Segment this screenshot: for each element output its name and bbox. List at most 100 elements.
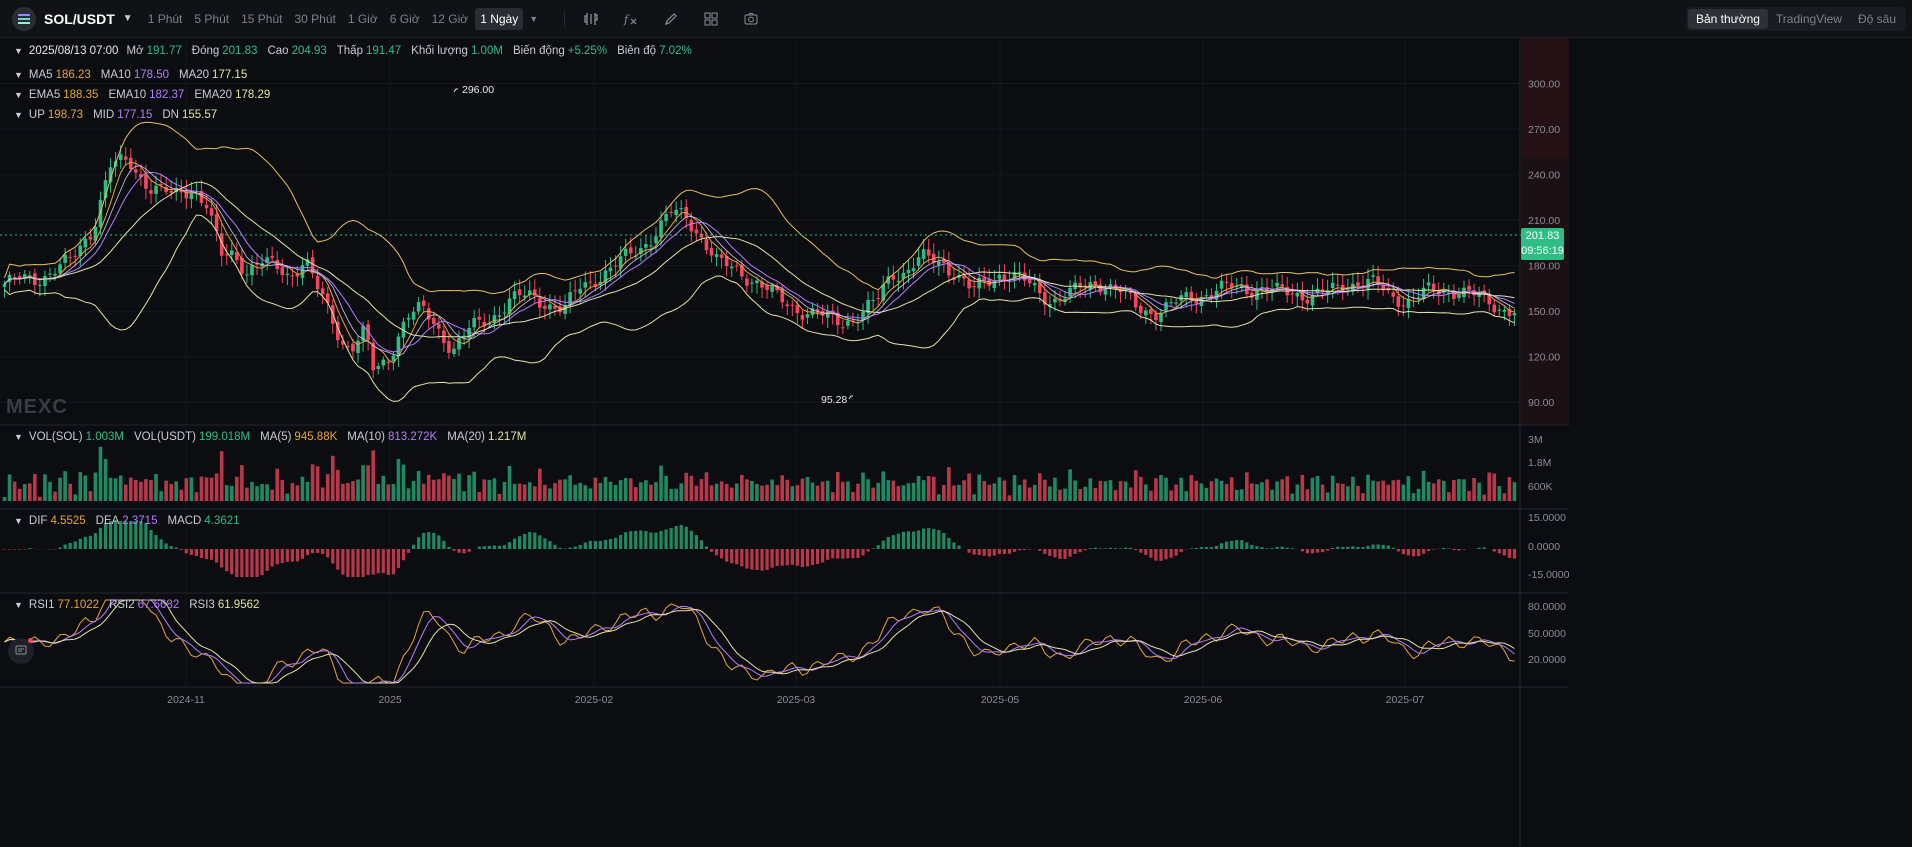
- trading-pair[interactable]: SOL/USDT: [44, 10, 115, 27]
- collapse-icon[interactable]: ▼: [14, 110, 23, 120]
- interval-dropdown-icon[interactable]: ▼: [529, 13, 539, 24]
- macd-bar: [1305, 549, 1310, 554]
- volume-bar: [810, 482, 815, 501]
- last-price-tag: 201.83 09:56:19: [1521, 228, 1564, 260]
- layout-grid-icon[interactable]: [702, 10, 720, 28]
- pencil-icon[interactable]: [662, 10, 680, 28]
- candle-body: [1224, 281, 1229, 283]
- interval-12h[interactable]: 12 Giờ: [431, 11, 469, 26]
- dif-label: DIF: [28, 515, 48, 527]
- volume-bar: [987, 484, 992, 501]
- macd-bar: [1179, 549, 1183, 553]
- collapse-icon[interactable]: ▼: [14, 90, 23, 100]
- volume-bar: [871, 487, 875, 501]
- volume-bar: [204, 477, 209, 501]
- view-tradingview-button[interactable]: TradingView: [1775, 12, 1842, 26]
- macd-bar: [629, 531, 633, 549]
- volume-bar: [310, 464, 315, 501]
- candle-body: [639, 247, 643, 255]
- macd-bar: [406, 549, 411, 553]
- mexc-watermark: MEXC: [6, 396, 68, 418]
- collapse-icon[interactable]: ▼: [14, 516, 23, 526]
- ema-line: [4, 165, 1515, 357]
- formula-icon[interactable]: f: [622, 10, 640, 28]
- candle-body: [800, 315, 805, 320]
- interval-30m[interactable]: 30 Phút: [294, 11, 336, 26]
- volume-bar: [229, 485, 234, 501]
- macd-bar: [1371, 544, 1375, 549]
- volume-bar: [442, 473, 446, 501]
- vol-ma5-value: 945.88K: [294, 431, 338, 443]
- view-depth-button[interactable]: Độ sâu: [1857, 12, 1896, 26]
- volume-bar: [502, 481, 507, 501]
- interval-5m[interactable]: 5 Phút: [194, 11, 230, 26]
- macd-bar: [13, 549, 17, 550]
- interval-6h[interactable]: 6 Giờ: [389, 11, 420, 26]
- macd-bar: [432, 532, 436, 549]
- camera-icon[interactable]: [742, 10, 760, 28]
- macd-bar: [1204, 546, 1209, 549]
- candle-body: [1017, 271, 1022, 274]
- volume-bar: [492, 478, 497, 501]
- macd-bar: [119, 521, 123, 549]
- candle-body: [1204, 295, 1209, 297]
- price-chart-canvas[interactable]: 300.00 270.00 240.00 210.00 180.00 150.00 120.…: [0, 38, 1912, 847]
- vol-sol-value: 1.003M: [85, 431, 124, 443]
- macd-bar: [679, 524, 683, 549]
- volume-bar: [270, 489, 274, 501]
- macd-bar: [68, 542, 72, 549]
- candle-body: [962, 275, 966, 279]
- candle-body: [613, 265, 618, 267]
- chat-button[interactable]: [8, 638, 34, 664]
- interval-15m[interactable]: 15 Phút: [241, 11, 283, 26]
- macd-bar: [199, 549, 204, 558]
- interval-1m[interactable]: 1 Phút: [147, 11, 183, 26]
- candle-body: [1406, 298, 1411, 308]
- view-basic-button[interactable]: Bản thường: [1687, 9, 1768, 29]
- volume-bar: [48, 481, 52, 501]
- collapse-icon[interactable]: ▼: [14, 600, 23, 610]
- candle-body: [1260, 287, 1264, 289]
- volume-bar: [1411, 493, 1416, 501]
- macd-bar: [583, 542, 587, 549]
- macd-bar: [740, 549, 744, 567]
- macd-bar: [184, 549, 188, 554]
- macd-bar: [1421, 549, 1426, 554]
- macd-bar: [1427, 549, 1431, 551]
- indicator-icon[interactable]: [582, 10, 600, 28]
- volume-bar: [659, 465, 663, 501]
- candle-body: [997, 274, 1002, 279]
- macd-bar: [836, 549, 840, 559]
- volume-bar: [1371, 480, 1375, 501]
- macd-bar: [270, 549, 274, 567]
- macd-bar: [341, 549, 345, 575]
- interval-1d[interactable]: 1 Ngày: [475, 7, 524, 30]
- volume-bar: [719, 481, 724, 501]
- pair-dropdown-icon[interactable]: ▼: [122, 13, 133, 24]
- volume-bar: [785, 479, 790, 501]
- candle-body: [936, 261, 941, 266]
- macd-bar: [245, 549, 249, 577]
- macd-bar: [634, 530, 638, 549]
- volume-bar: [957, 484, 961, 501]
- collapse-icon[interactable]: ▼: [14, 70, 23, 80]
- volume-bar: [689, 475, 694, 501]
- macd-bar: [220, 549, 224, 568]
- candle-body: [835, 312, 840, 326]
- volume-bar: [467, 475, 471, 501]
- volume-bar: [38, 496, 42, 501]
- volume-bar: [1093, 487, 1098, 501]
- interval-1h[interactable]: 1 Giờ: [347, 11, 378, 26]
- volume-bar: [144, 479, 148, 501]
- macd-bar: [285, 549, 289, 562]
- collapse-icon[interactable]: ▼: [14, 46, 23, 56]
- vol-usdt-value: 199.018M: [198, 431, 251, 443]
- macd-bar: [891, 535, 895, 549]
- volume-bar: [482, 479, 487, 501]
- candle-body: [472, 318, 476, 328]
- candle-body: [563, 304, 567, 314]
- collapse-icon[interactable]: ▼: [14, 432, 23, 442]
- macd-bar: [1149, 549, 1153, 558]
- volume-bar: [790, 486, 795, 501]
- macd-bar: [1189, 548, 1193, 549]
